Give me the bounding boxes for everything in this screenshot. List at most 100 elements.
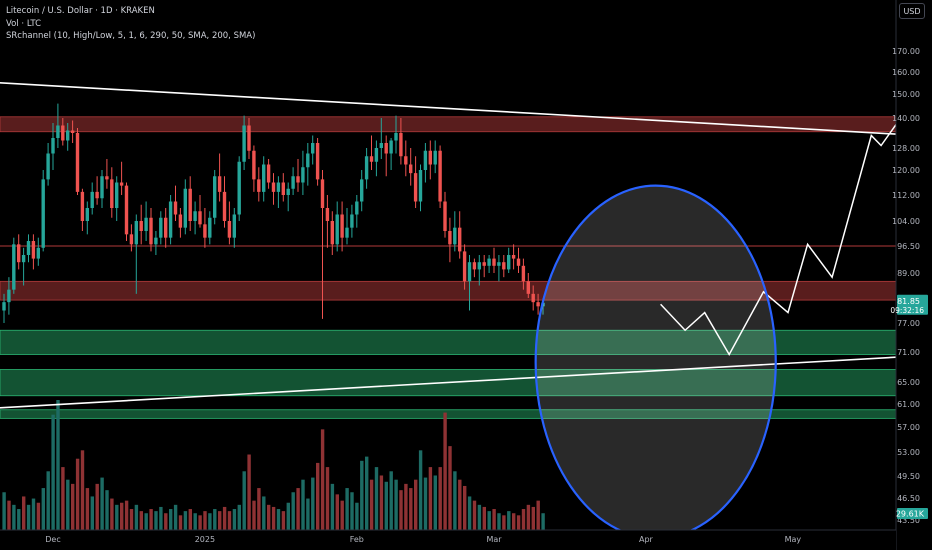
candle-body bbox=[173, 201, 178, 215]
time-axis-background bbox=[0, 530, 896, 550]
legend-volume[interactable]: Vol · LTC bbox=[6, 18, 42, 29]
candle-body bbox=[144, 217, 148, 231]
last-price-value: 81.85 bbox=[897, 297, 920, 306]
candle-body bbox=[242, 125, 246, 162]
volume-bar bbox=[472, 500, 477, 530]
volume-bar bbox=[36, 502, 41, 530]
volume-bar bbox=[2, 492, 6, 530]
candle-body bbox=[350, 214, 354, 228]
volume-bar bbox=[61, 467, 65, 530]
volume-bar bbox=[267, 504, 271, 530]
volume-bar bbox=[271, 506, 276, 530]
candle-body bbox=[257, 179, 261, 192]
volume-bar bbox=[448, 446, 452, 530]
price-tick-label: 140.00 bbox=[892, 114, 920, 123]
candle-body bbox=[409, 164, 413, 174]
volume-bar bbox=[428, 467, 433, 530]
volume-bar bbox=[232, 509, 237, 530]
candle-body bbox=[100, 176, 104, 199]
volume-bar bbox=[227, 511, 232, 530]
legend-indicator[interactable]: SRchannel (10, High/Low, 5, 1, 6, 290, 5… bbox=[6, 31, 256, 41]
volume-bar bbox=[340, 500, 344, 530]
price-tick-label: 120.00 bbox=[892, 166, 920, 175]
time-tick-label: 2025 bbox=[195, 535, 215, 544]
volume-bar bbox=[404, 483, 408, 530]
volume-bar bbox=[536, 500, 540, 530]
volume-bar bbox=[71, 483, 75, 530]
time-axis[interactable]: Dec2025FebMarAprMayJun bbox=[0, 529, 932, 550]
candle-body bbox=[477, 262, 481, 270]
volume-bar bbox=[188, 509, 192, 530]
volume-bar bbox=[173, 504, 178, 530]
candle-body bbox=[467, 262, 472, 282]
candle-body bbox=[203, 224, 207, 238]
volume-bar bbox=[502, 515, 506, 530]
candle-body bbox=[345, 227, 349, 238]
volume-bar bbox=[335, 494, 339, 530]
highlight-ellipse[interactable] bbox=[534, 184, 777, 540]
candle-body bbox=[320, 179, 325, 208]
candle-body bbox=[105, 176, 109, 180]
candle-body bbox=[516, 258, 521, 266]
candle-body bbox=[389, 140, 393, 154]
candle-body bbox=[458, 227, 462, 252]
volume-bar bbox=[443, 412, 447, 530]
candle-body bbox=[276, 182, 281, 192]
time-tick-label: Apr bbox=[639, 535, 654, 544]
volume-bar bbox=[159, 506, 163, 530]
volume-bar bbox=[56, 400, 60, 530]
volume-bar bbox=[75, 458, 80, 530]
price-tick-label: 104.00 bbox=[892, 217, 920, 226]
candle-body bbox=[384, 143, 388, 154]
currency-button[interactable]: USD bbox=[899, 3, 925, 19]
candle-body bbox=[369, 156, 374, 162]
volume-bar bbox=[311, 477, 315, 530]
candle-body bbox=[399, 133, 403, 157]
legend: Litecoin / U.S. Dollar · 1D · KRAKEN Vol… bbox=[6, 5, 255, 43]
volume-bar bbox=[51, 414, 55, 530]
candle-body bbox=[51, 138, 55, 154]
candle-body bbox=[80, 191, 85, 221]
volume-bar bbox=[477, 504, 482, 530]
candle-body bbox=[213, 176, 217, 218]
volume-bar bbox=[394, 479, 398, 530]
price-axis[interactable]: 170.00 160.00 150.00 140.00 128.00 120.00 112.… bbox=[892, 0, 932, 550]
volume-bar bbox=[482, 506, 486, 530]
candle-body bbox=[193, 211, 197, 221]
volume-bar bbox=[203, 511, 207, 530]
candle-body bbox=[526, 281, 530, 294]
candle-body bbox=[198, 211, 202, 225]
price-tick-label: 57.00 bbox=[897, 423, 920, 432]
legend-title[interactable]: Litecoin / U.S. Dollar · 1D · KRAKEN bbox=[6, 6, 155, 16]
candle-body bbox=[237, 161, 241, 215]
time-tick-label: May bbox=[785, 535, 802, 544]
volume-bar bbox=[316, 462, 320, 530]
volume-bar bbox=[252, 500, 256, 530]
candle-body bbox=[438, 150, 442, 202]
resistance-zone bbox=[0, 116, 897, 133]
volume-bar bbox=[541, 513, 545, 530]
volume-bar bbox=[306, 498, 310, 530]
volume-bar bbox=[22, 496, 26, 530]
volume-bar bbox=[115, 504, 119, 530]
volume-bar bbox=[7, 500, 11, 530]
volume-bar bbox=[350, 492, 354, 530]
candle-body bbox=[487, 258, 491, 266]
volume-bar bbox=[46, 471, 50, 530]
candle-body bbox=[188, 188, 192, 221]
candle-body bbox=[286, 188, 290, 195]
volume-bar bbox=[149, 509, 153, 530]
volume-bar bbox=[208, 513, 212, 530]
volume-bar bbox=[512, 513, 516, 530]
candle-body bbox=[340, 214, 344, 238]
volume-bar bbox=[12, 504, 16, 530]
candles bbox=[2, 103, 545, 323]
candle-body bbox=[531, 293, 535, 303]
volume-bar bbox=[423, 477, 428, 530]
candle-body bbox=[149, 217, 153, 245]
volume-bar bbox=[438, 467, 442, 530]
candle-body bbox=[7, 289, 11, 303]
candle-body bbox=[472, 262, 477, 270]
candle-body bbox=[379, 143, 383, 148]
